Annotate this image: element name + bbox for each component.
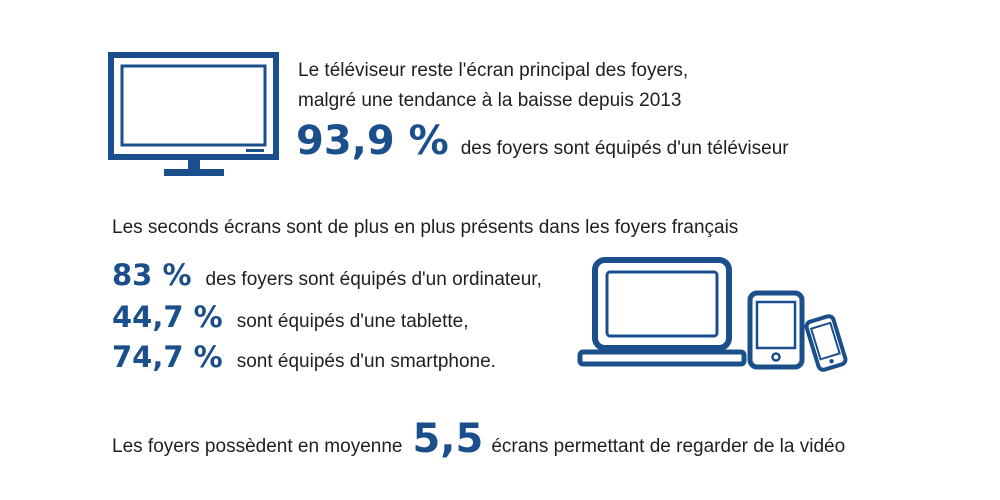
tv-line-2: malgré une tendance à la baisse depuis 2… (298, 90, 682, 111)
stat-computer: 83 % des foyers sont équipés d'un ordina… (112, 258, 542, 292)
tv-line-1: Le téléviseur reste l'écran principal de… (298, 60, 689, 81)
stat-tablet: 44,7 % sont équipés d'une tablette, (112, 300, 469, 334)
tablet-icon (747, 290, 805, 370)
stat-smartphone-value: 74,7 % (112, 340, 223, 374)
tv-stat-value: 93,9 % (296, 118, 449, 164)
average-line: Les foyers possèdent en moyenne 5,5 écra… (112, 416, 845, 462)
second-screens-heading: Les seconds écrans sont de plus en plus … (112, 217, 739, 238)
stat-tablet-value: 44,7 % (112, 300, 223, 334)
tv-stat-text: des foyers sont équipés d'un téléviseur (460, 138, 789, 159)
laptop-icon (577, 256, 747, 368)
stat-smartphone-text: sont équipés d'un smartphone. (236, 351, 496, 372)
average-value: 5,5 (412, 416, 484, 462)
tv-stat: 93,9 % des foyers sont équipés d'un télé… (296, 118, 789, 164)
tv-icon (108, 52, 280, 178)
smartphone-icon (802, 314, 850, 372)
stat-smartphone: 74,7 % sont équipés d'un smartphone. (112, 340, 496, 374)
stat-computer-value: 83 % (112, 258, 192, 292)
stat-tablet-text: sont équipés d'une tablette, (236, 311, 469, 332)
average-suffix: écrans permettant de regarder de la vidé… (491, 436, 846, 457)
average-prefix: Les foyers possèdent en moyenne (112, 436, 403, 457)
stat-computer-text: des foyers sont équipés d'un ordinateur, (205, 269, 542, 290)
